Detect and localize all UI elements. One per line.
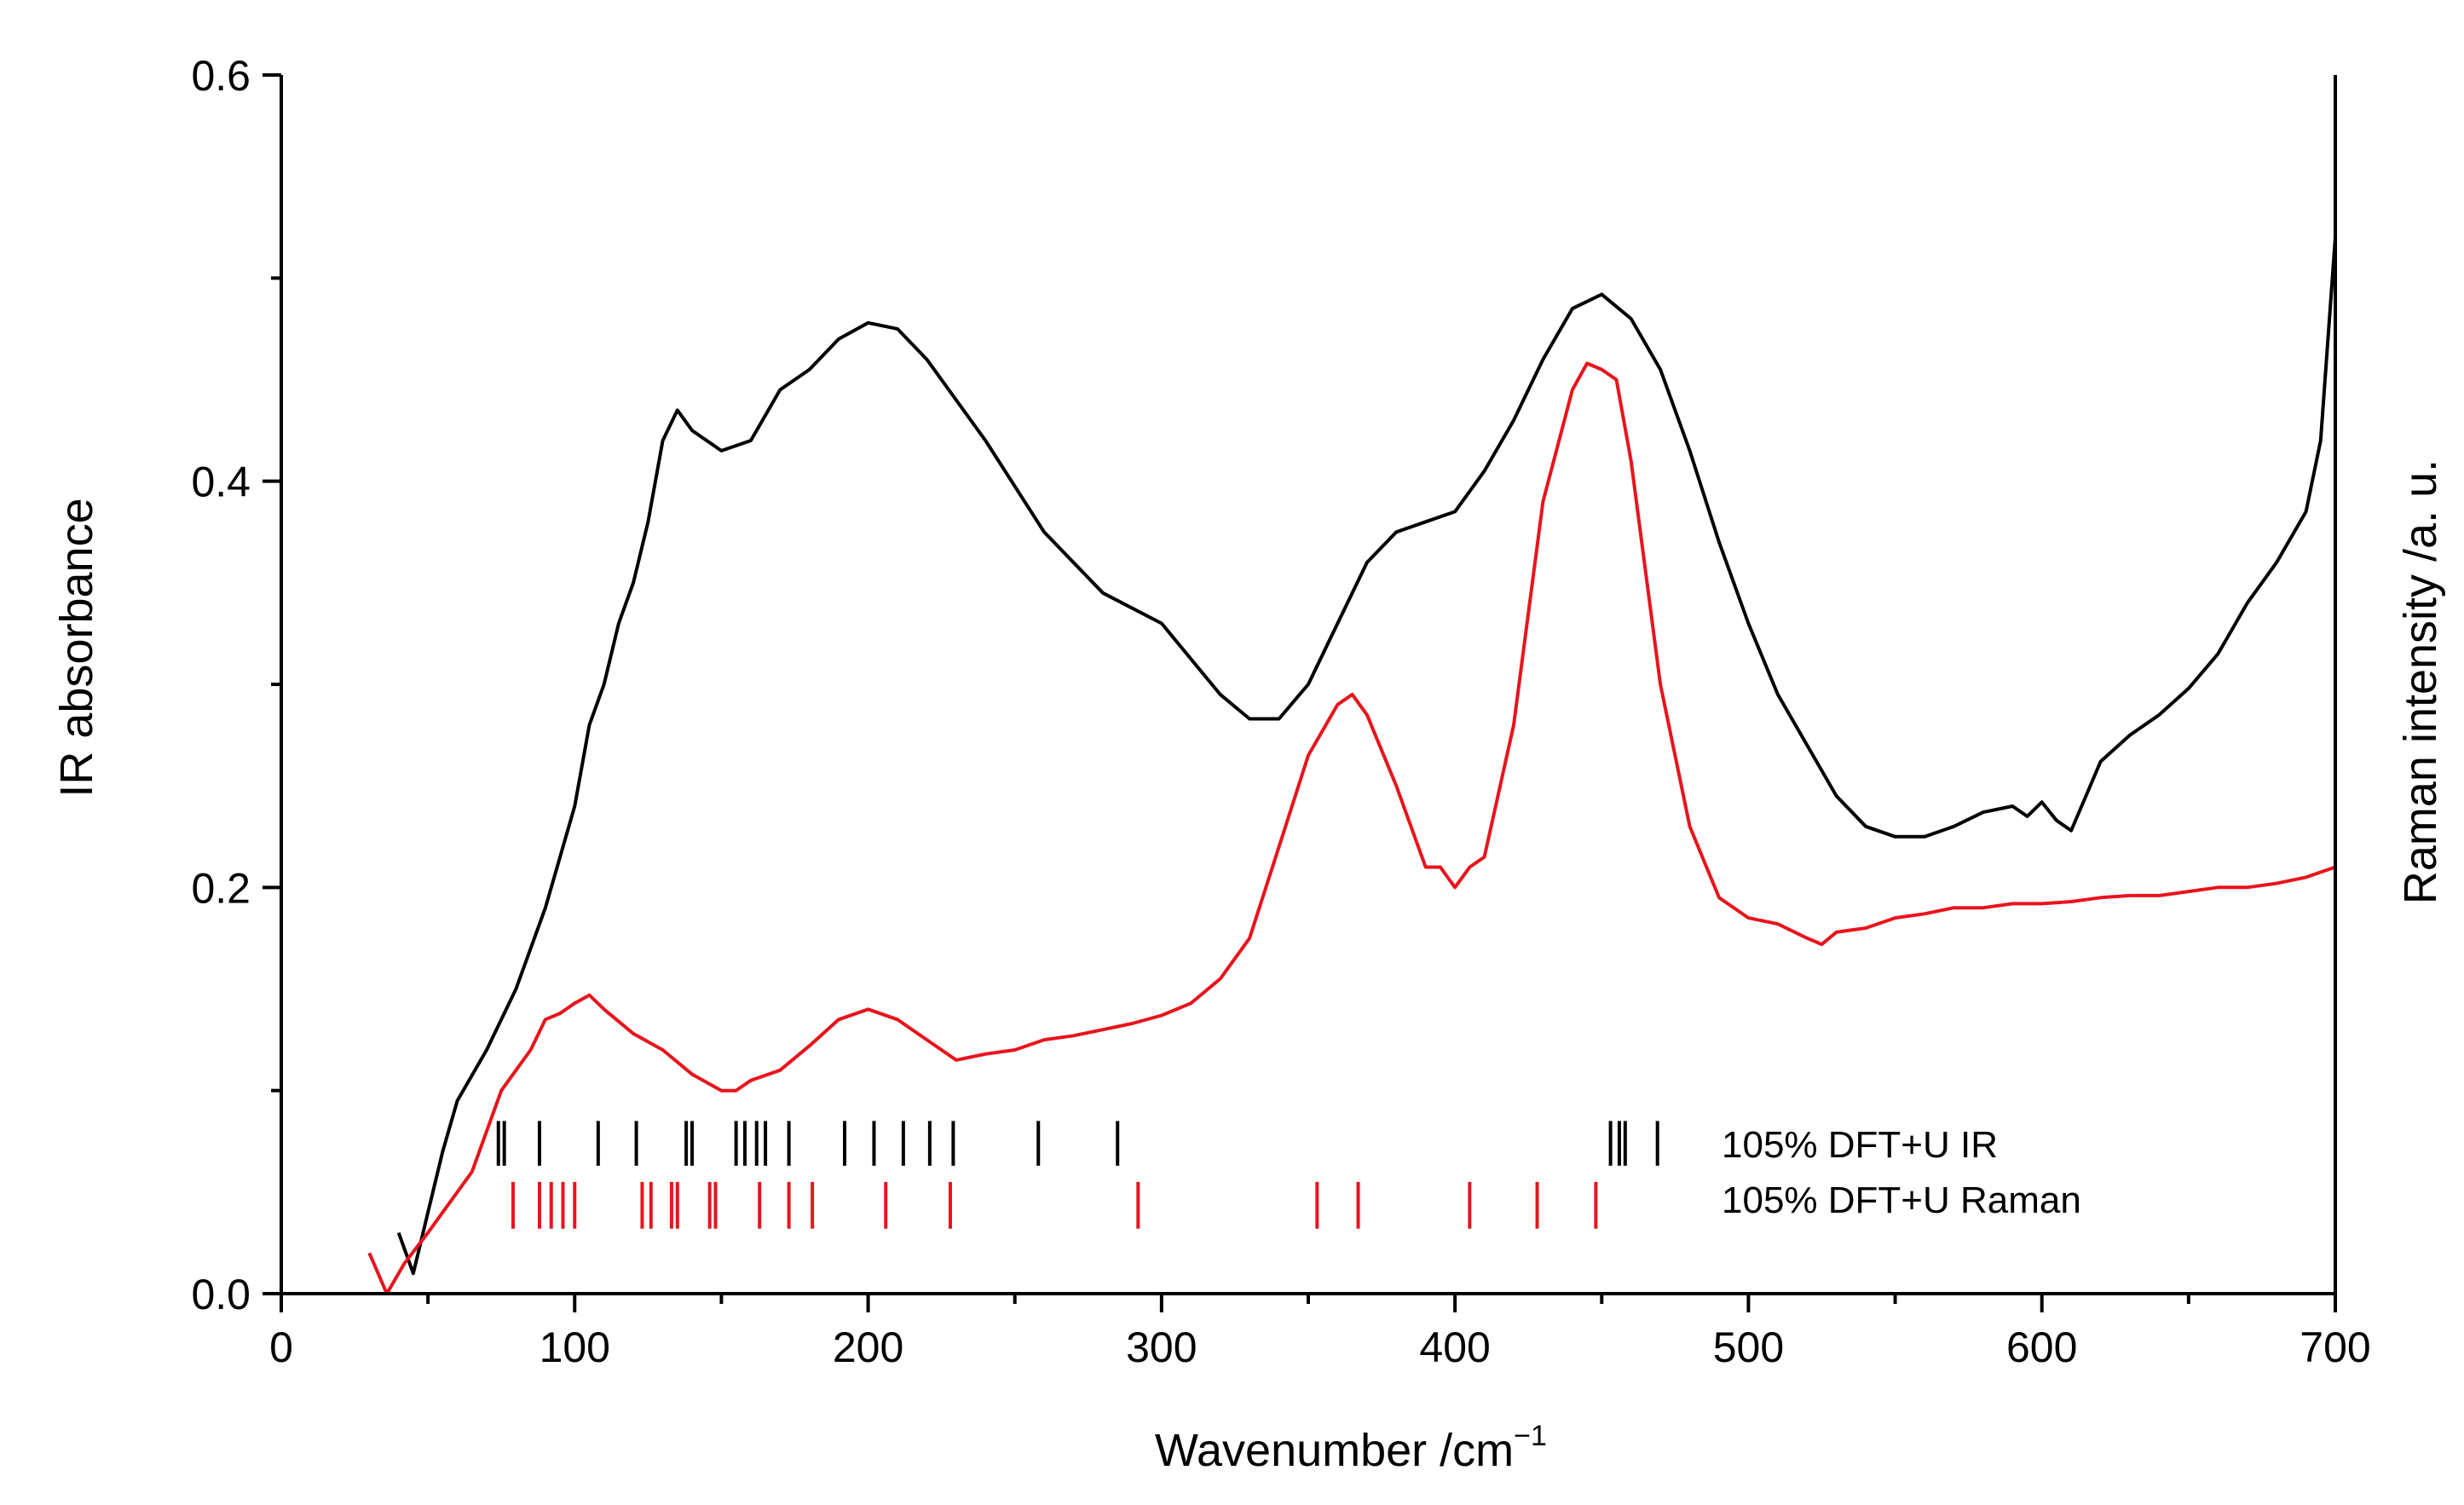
raman-intensity-line <box>367 361 2336 1295</box>
x-tick-label: 400 <box>1419 1323 1490 1371</box>
x-tick-label: 100 <box>540 1323 610 1371</box>
x-tick-label: 300 <box>1126 1323 1197 1371</box>
x-tick-label: 200 <box>833 1323 903 1371</box>
series-layer <box>367 237 2337 1295</box>
y-tick-label: 0.4 <box>191 458 251 506</box>
y-axis-title-left: IR absorbance <box>51 498 102 797</box>
x-tick-label: 0 <box>269 1323 293 1371</box>
legend-raman-label: 105% DFT+U Raman <box>1722 1179 2081 1221</box>
x-axis-title: Wavenumber /cm−1 <box>1155 1420 1547 1476</box>
legend-ir-label: 105% DFT+U IR <box>1722 1124 1998 1166</box>
x-tick-label: 600 <box>2006 1323 2077 1371</box>
y-tick-label: 0.6 <box>191 52 251 100</box>
ticks-layer: 0 100 200 300 400 500 600 700 0.0 0.2 0.4 0.6 <box>191 52 2370 1371</box>
x-tick-label: 500 <box>1713 1323 1784 1371</box>
x-axis-title-sup: −1 <box>1514 1420 1547 1452</box>
y-tick-label: 0.0 <box>191 1271 251 1318</box>
y-tick-label: 0.2 <box>191 864 251 912</box>
y-axis-title-right: Raman intensity /a. u. <box>2395 459 2446 904</box>
sticks-layer <box>496 1121 1659 1229</box>
x-tick-label: 700 <box>2300 1323 2370 1371</box>
ir-absorbance-line <box>396 237 2337 1276</box>
